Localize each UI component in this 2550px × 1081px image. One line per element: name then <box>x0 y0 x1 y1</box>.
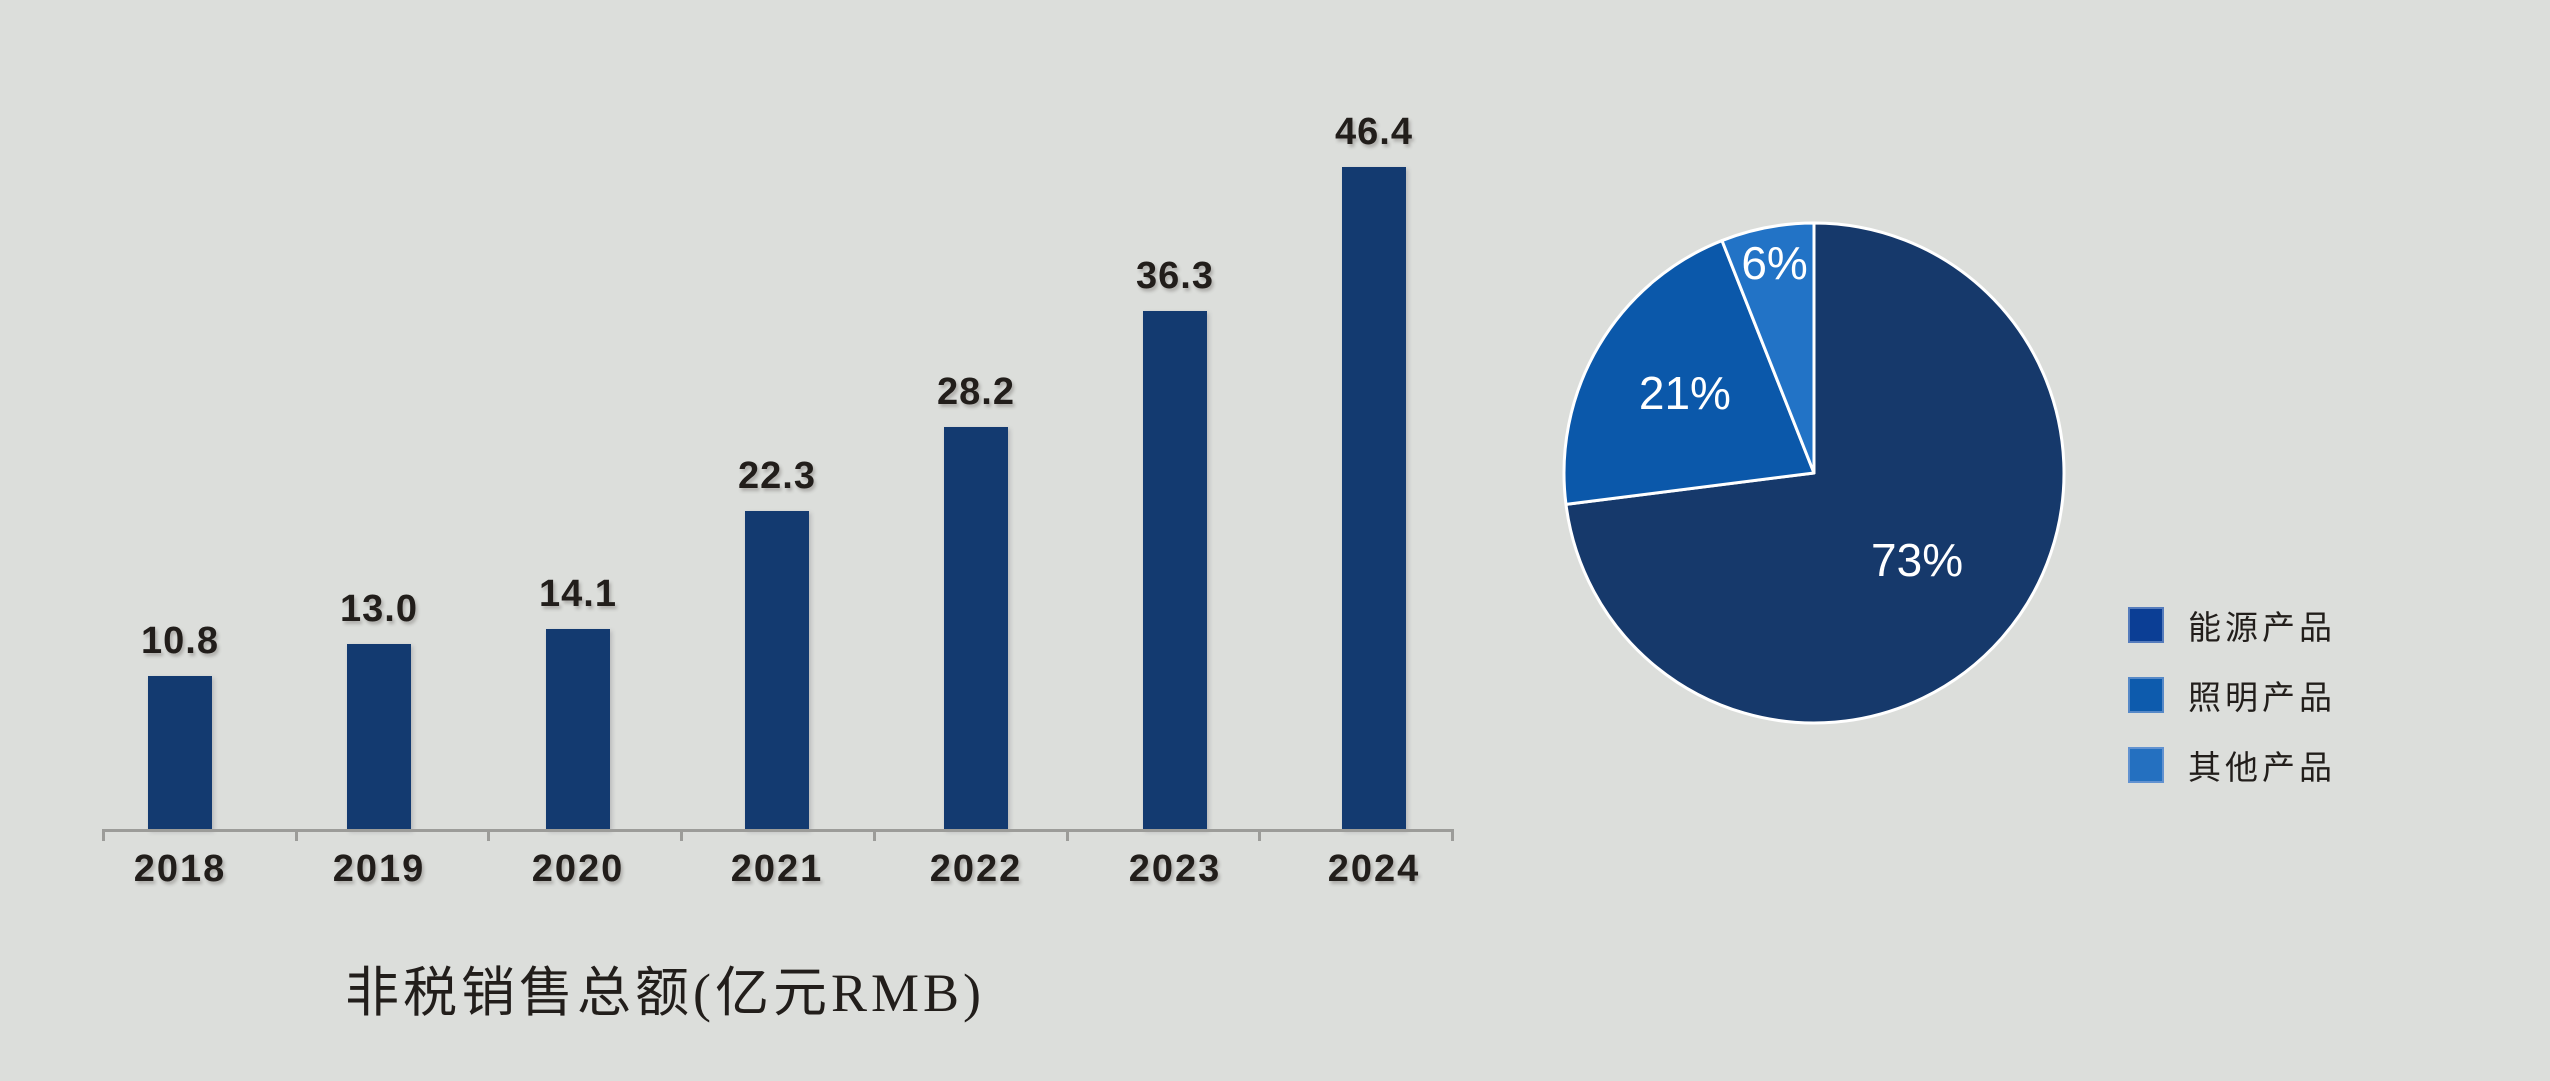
bar-2022 <box>944 427 1008 830</box>
pie-svg: 73% 21% 6% <box>1562 221 2066 725</box>
legend-swatch <box>2128 677 2164 713</box>
axis-tick <box>102 829 105 841</box>
axis-tick <box>680 829 684 841</box>
legend-item-3: 其他产品 <box>2128 746 2336 786</box>
bar-value-label: 22.3 <box>738 455 816 497</box>
axis-tick <box>294 829 298 841</box>
x-axis-label: 2024 <box>1327 848 1421 890</box>
x-axis-label: 2022 <box>929 848 1023 890</box>
axis-tick <box>487 829 491 841</box>
axis-tick <box>1451 829 1454 841</box>
bar-2020 <box>546 629 610 830</box>
pie-legend: 能源产品照明产品其他产品 <box>2128 606 2336 816</box>
pie-percent-label: 6% <box>1741 237 1807 289</box>
bar-value-label: 36.3 <box>1136 255 1214 297</box>
legend-label: 其他产品 <box>2188 749 2336 786</box>
axis-tick <box>1065 829 1069 841</box>
bar-value-label: 46.4 <box>1335 111 1413 153</box>
legend-label: 能源产品 <box>2188 609 2336 646</box>
bar-2018 <box>148 676 212 830</box>
legend-item-2: 照明产品 <box>2128 676 2336 716</box>
legend-swatch <box>2128 607 2164 643</box>
x-axis-label: 2018 <box>133 848 227 890</box>
x-axis-label: 2020 <box>531 848 625 890</box>
bar-value-label: 28.2 <box>937 371 1015 413</box>
bar-value-label: 10.8 <box>141 620 219 662</box>
x-axis <box>103 829 1452 832</box>
x-axis-label: 2023 <box>1128 848 1222 890</box>
legend-label: 照明产品 <box>2188 679 2336 716</box>
pie-percent-label: 21% <box>1639 367 1731 419</box>
pie-percent-label: 73% <box>1871 534 1963 586</box>
bar-2023 <box>1143 311 1207 830</box>
x-axis-label: 2019 <box>332 848 426 890</box>
pie-slice-2 <box>1562 239 1816 506</box>
bar-2021 <box>745 511 809 830</box>
axis-tick <box>1258 829 1262 841</box>
axis-tick <box>872 829 876 841</box>
pie-slice-3 <box>1720 221 1816 475</box>
bar-chart-title: 非税销售总额(亿元RMB) <box>344 963 985 1023</box>
bar-2024 <box>1342 167 1406 830</box>
bar-value-label: 13.0 <box>340 588 418 630</box>
legend-item-1: 能源产品 <box>2128 606 2336 646</box>
bar-2019 <box>347 644 411 830</box>
bar-value-label: 14.1 <box>539 573 617 615</box>
x-axis-label: 2021 <box>730 848 824 890</box>
legend-swatch <box>2128 747 2164 783</box>
